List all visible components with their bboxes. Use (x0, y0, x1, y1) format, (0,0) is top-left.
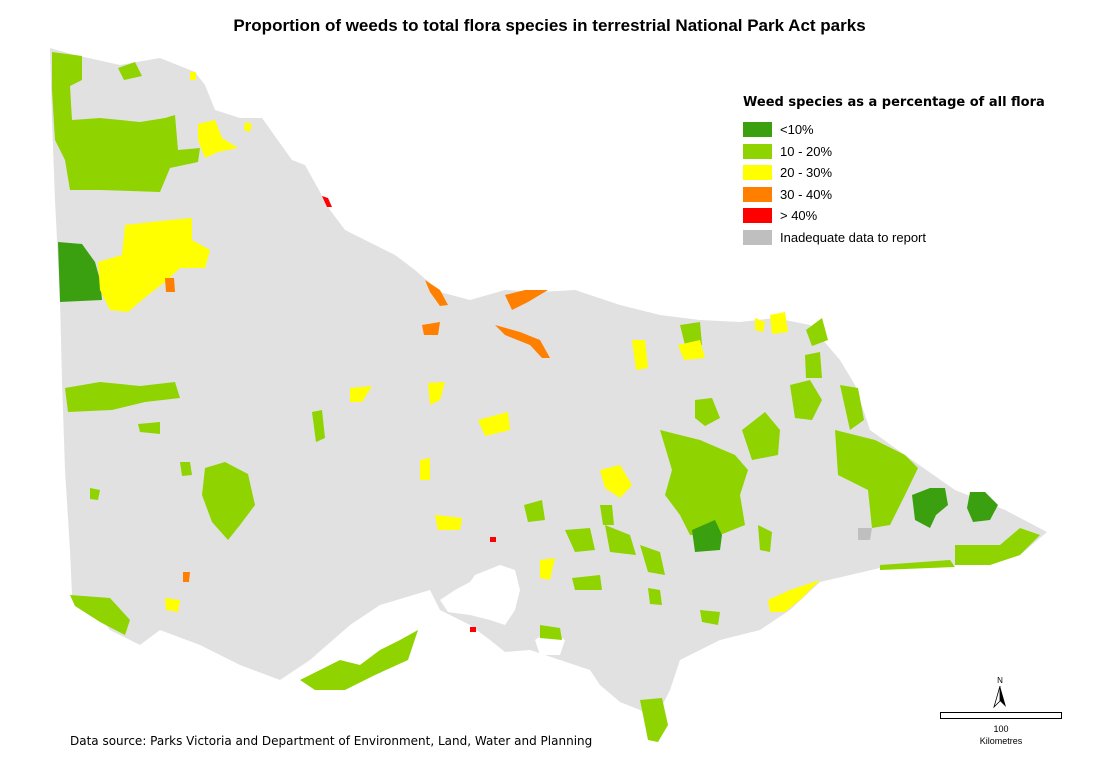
parks-over-40 (322, 196, 496, 632)
legend-item: 10 - 20% (743, 141, 1045, 163)
legend-label: 20 - 30% (780, 165, 833, 181)
map-legend: Weed species as a percentage of all flor… (743, 95, 1045, 248)
legend-swatch-30-40 (743, 186, 772, 202)
scale-bar-graphic (940, 712, 1062, 719)
legend-item: 20 - 30% (743, 162, 1045, 184)
victoria-landmass (50, 48, 1047, 720)
legend-swatch-under-10 (743, 122, 772, 138)
parks-20-30 (98, 72, 820, 612)
legend-swatch-10-20 (743, 143, 772, 159)
legend-label: Inadequate data to report (780, 229, 927, 245)
parks-inadequate-data (858, 528, 872, 540)
north-label: N (997, 676, 1003, 685)
legend-label: 30 - 40% (780, 186, 833, 202)
port-phillip-bay (440, 565, 520, 625)
scale-value: 100 (993, 724, 1009, 734)
legend-label: > 40% (780, 208, 818, 224)
parks-30-40 (165, 278, 550, 582)
north-arrow-icon: N (993, 676, 1006, 709)
scale-bar: 100 Kilometres (940, 712, 1062, 746)
map-title: Proportion of weeds to total flora speci… (233, 16, 866, 35)
scale-unit: Kilometres (979, 736, 1023, 746)
legend-item: 30 - 40% (743, 184, 1045, 206)
legend-item: <10% (743, 119, 1045, 141)
legend-item: > 40% (743, 205, 1045, 227)
legend-label: 10 - 20% (780, 143, 833, 159)
parks-10-20 (52, 52, 1040, 742)
legend-swatch-20-30 (743, 165, 772, 181)
legend-swatch-over-40 (743, 208, 772, 224)
parks-under-10 (58, 242, 998, 552)
legend-title: Weed species as a percentage of all flor… (743, 95, 1045, 110)
data-source: Data source: Parks Victoria and Departme… (70, 734, 593, 748)
legend-label: <10% (780, 122, 814, 138)
legend-swatch-inadequate (743, 229, 772, 245)
legend-item: Inadequate data to report (743, 227, 1045, 249)
